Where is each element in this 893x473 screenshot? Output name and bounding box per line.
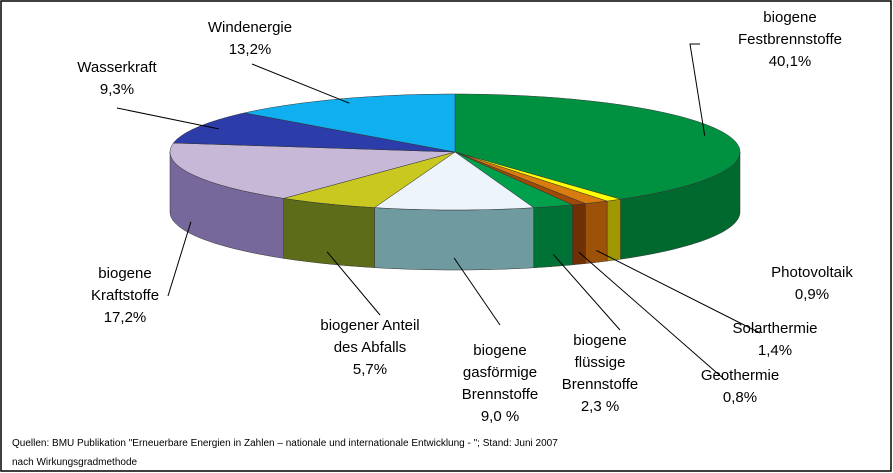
value-label: 0,9% xyxy=(795,286,829,303)
slice-label: biogene Festbrennstoffe xyxy=(738,9,842,48)
slice-label: biogener Anteil des Abfalls xyxy=(320,317,419,356)
label-line: Festbrennstoffe xyxy=(738,31,842,48)
slice-label: Geothermie xyxy=(701,367,779,384)
label-line: des Abfalls xyxy=(334,339,407,356)
slice-side xyxy=(606,198,621,262)
label-line: Brennstoffe xyxy=(462,386,538,403)
label-line: Brennstoffe xyxy=(562,376,638,393)
slice-label: Photovoltaik xyxy=(771,264,853,281)
leader-line xyxy=(552,254,621,331)
slice xyxy=(454,151,573,208)
label-line: flüssige xyxy=(575,354,626,371)
slice xyxy=(169,142,456,199)
leader-line xyxy=(167,221,192,297)
leader-line xyxy=(578,251,726,381)
leader-line xyxy=(116,107,219,130)
value-label: 40,1% xyxy=(769,53,812,70)
slice-side xyxy=(283,198,375,268)
leader-line xyxy=(596,249,761,334)
value-label: 2,3 % xyxy=(581,398,619,415)
label-line: biogene xyxy=(473,342,526,359)
slice xyxy=(172,112,456,153)
value-label: 9,0 % xyxy=(481,408,519,425)
slice-side xyxy=(533,204,573,268)
label-line: biogene xyxy=(573,332,626,349)
label-line: gasförmige xyxy=(463,364,537,381)
label-line: Wasserkraft xyxy=(77,59,157,76)
slice xyxy=(244,93,456,153)
slice-label: biogene flüssige Brennstoffe xyxy=(562,332,638,393)
value-label: 5,7% xyxy=(353,361,387,378)
label-line: Photovoltaik xyxy=(771,264,853,281)
slice-label: Wasserkraft xyxy=(77,59,157,76)
slice-label: biogene Kraftstoffe xyxy=(91,265,159,304)
slice-label: Solarthermie xyxy=(732,320,817,337)
label-line: Windenergie xyxy=(208,19,292,36)
label-line: Kraftstoffe xyxy=(91,287,159,304)
slice xyxy=(373,151,535,211)
label-line: biogener Anteil xyxy=(320,317,419,334)
method-note: nach Wirkungsgradmethode xyxy=(12,457,138,468)
slice xyxy=(454,93,741,200)
value-label: 13,2% xyxy=(229,41,272,58)
value-label: 9,3% xyxy=(100,81,134,98)
slice-label: Windenergie xyxy=(208,19,292,36)
label-line: Solarthermie xyxy=(732,320,817,337)
slice-side xyxy=(374,207,534,271)
label-line: Geothermie xyxy=(701,367,779,384)
label-line: biogene xyxy=(98,265,151,282)
value-label: 0,8% xyxy=(723,389,757,406)
slice-label: biogene gasförmige Brennstoffe xyxy=(462,342,538,403)
value-label: 17,2% xyxy=(104,309,147,326)
leader-line xyxy=(251,63,350,104)
value-label: 1,4% xyxy=(758,342,792,359)
slice xyxy=(283,151,456,208)
leader-line xyxy=(453,257,501,326)
label-line: biogene xyxy=(763,9,816,26)
source-note: Quellen: BMU Publikation "Erneuerbare En… xyxy=(12,438,558,449)
leader-line xyxy=(689,43,706,136)
leader-line xyxy=(326,251,381,316)
